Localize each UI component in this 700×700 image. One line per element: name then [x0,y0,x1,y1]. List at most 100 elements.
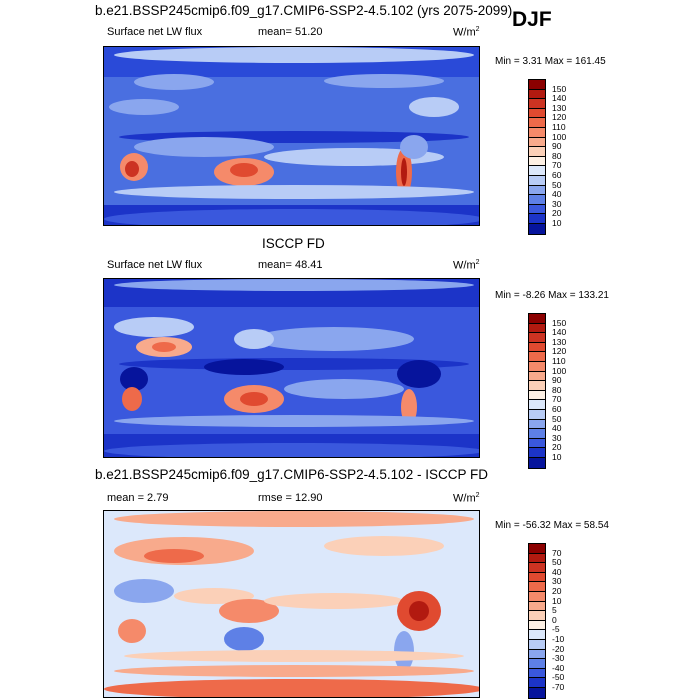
colorbar-swatch [529,429,545,439]
colorbar-swatch [529,563,545,573]
colorbar-swatch [529,156,545,167]
colorbar-tick-label: -5 [552,624,560,635]
colorbar-tick-label: 5 [552,605,557,616]
colorbar-swatch [529,553,545,564]
colorbar-swatch [529,166,545,176]
colorbar-swatch [529,678,545,688]
colorbar-swatch [529,361,545,372]
colorbar-tick-label: 50 [552,413,562,424]
colorbar-tick-label: 40 [552,566,562,577]
panel-2-map [103,278,480,458]
colorbar-swatch [529,438,545,449]
colorbar-tick-label: 20 [552,208,562,219]
colorbar-swatch [529,314,545,324]
colorbar-tick-label: 10 [552,218,562,228]
colorbar-tick-label: 0 [552,614,557,625]
colorbar-swatch [529,323,545,334]
colorbar-swatch [529,620,545,631]
colorbar-tick-label: 80 [552,150,562,161]
colorbar-swatch [529,390,545,401]
colorbar-tick-label: 130 [552,102,567,113]
colorbar-tick-label: 130 [552,336,567,347]
panel-2-colorbar [528,313,546,469]
colorbar-swatch [529,448,545,458]
colorbar-tick-label: 30 [552,576,562,587]
colorbar-tick-label: 80 [552,384,562,395]
colorbar-tick-label: 40 [552,189,562,200]
panel-3-units: W/m2 [453,492,480,505]
colorbar-tick-label: 90 [552,375,562,386]
panel-3-rmse-label: rmse = 12.90 [258,492,323,504]
colorbar-swatch [529,457,545,468]
panel-1-map [103,46,480,226]
colorbar-tick-label: 90 [552,141,562,152]
panel-2-mean-label: mean= 48.41 [258,259,323,271]
map-1-svg [104,47,479,225]
colorbar-swatch [529,400,545,410]
colorbar-tick-label: 100 [552,365,567,376]
colorbar-swatch [529,127,545,138]
colorbar-swatch [529,214,545,224]
panel-2-minmax: Min = -8.26 Max = 133.21 [495,290,609,301]
colorbar-swatch [529,687,545,698]
colorbar-tick-label: 150 [552,83,567,94]
panel-2-units: W/m2 [453,259,480,272]
colorbar-tick-label: 70 [552,394,562,405]
map-2-svg [104,279,479,457]
colorbar-tick-label: 10 [552,452,562,462]
panel-3-title: b.e21.BSSP245cmip6.f09_g17.CMIP6-SSP2-4.… [95,467,488,482]
panel-1-units: W/m2 [453,26,480,39]
panel-3-mean-label: mean = 2.79 [107,492,169,504]
colorbar-tick-label: -50 [552,672,565,683]
panel-1-field-label: Surface net LW flux [107,26,203,38]
colorbar-swatch [529,381,545,391]
colorbar-swatch [529,223,545,234]
panel-2-title: ISCCP FD [262,236,325,251]
colorbar-tick-label: 30 [552,432,562,443]
colorbar-tick-label: 100 [552,131,567,142]
map-3-svg [104,511,479,697]
colorbar-swatch [529,601,545,612]
colorbar-swatch [529,195,545,205]
colorbar-tick-label: 140 [552,327,567,338]
panel-1-minmax: Min = 3.31 Max = 161.45 [495,56,606,67]
colorbar-swatch [529,630,545,640]
colorbar-tick-label: 50 [552,557,562,568]
colorbar-swatch [529,204,545,215]
colorbar-swatch [529,639,545,650]
panel-2-field-label: Surface net LW flux [107,259,203,271]
colorbar-tick-label: -40 [552,662,565,673]
colorbar-swatch [529,659,545,669]
colorbar-swatch [529,118,545,128]
colorbar-tick-label: 40 [552,423,562,434]
colorbar-tick-label: 20 [552,586,562,596]
colorbar-swatch [529,591,545,602]
colorbar-tick-label: -30 [552,653,565,664]
panel-1-mean-label: mean= 51.20 [258,26,323,38]
panel-1-title: b.e21.BSSP245cmip6.f09_g17.CMIP6-SSP2-4.… [95,3,513,18]
colorbar-tick-label: -20 [552,643,565,654]
colorbar-swatch [529,137,545,148]
colorbar-swatch [529,99,545,109]
colorbar-swatch [529,371,545,382]
colorbar-swatch [529,342,545,353]
colorbar-tick-label: 110 [552,122,566,132]
colorbar-swatch [529,668,545,679]
colorbar-tick-label: 120 [552,346,567,357]
colorbar-swatch [529,419,545,430]
season-label: DJF [512,8,552,31]
panel-1-colorbar [528,79,546,235]
colorbar-swatch [529,89,545,100]
colorbar-tick-label: 60 [552,404,562,414]
colorbar-swatch [529,108,545,119]
colorbar-tick-label: -10 [552,634,565,644]
colorbar-tick-label: 30 [552,198,562,209]
colorbar-tick-label: 70 [552,160,562,171]
colorbar-swatch [529,147,545,157]
colorbar-swatch [529,611,545,621]
colorbar-swatch [529,544,545,554]
colorbar-tick-label: 60 [552,170,562,180]
colorbar-swatch [529,175,545,186]
colorbar-swatch [529,649,545,660]
colorbar-tick-label: 150 [552,317,567,328]
